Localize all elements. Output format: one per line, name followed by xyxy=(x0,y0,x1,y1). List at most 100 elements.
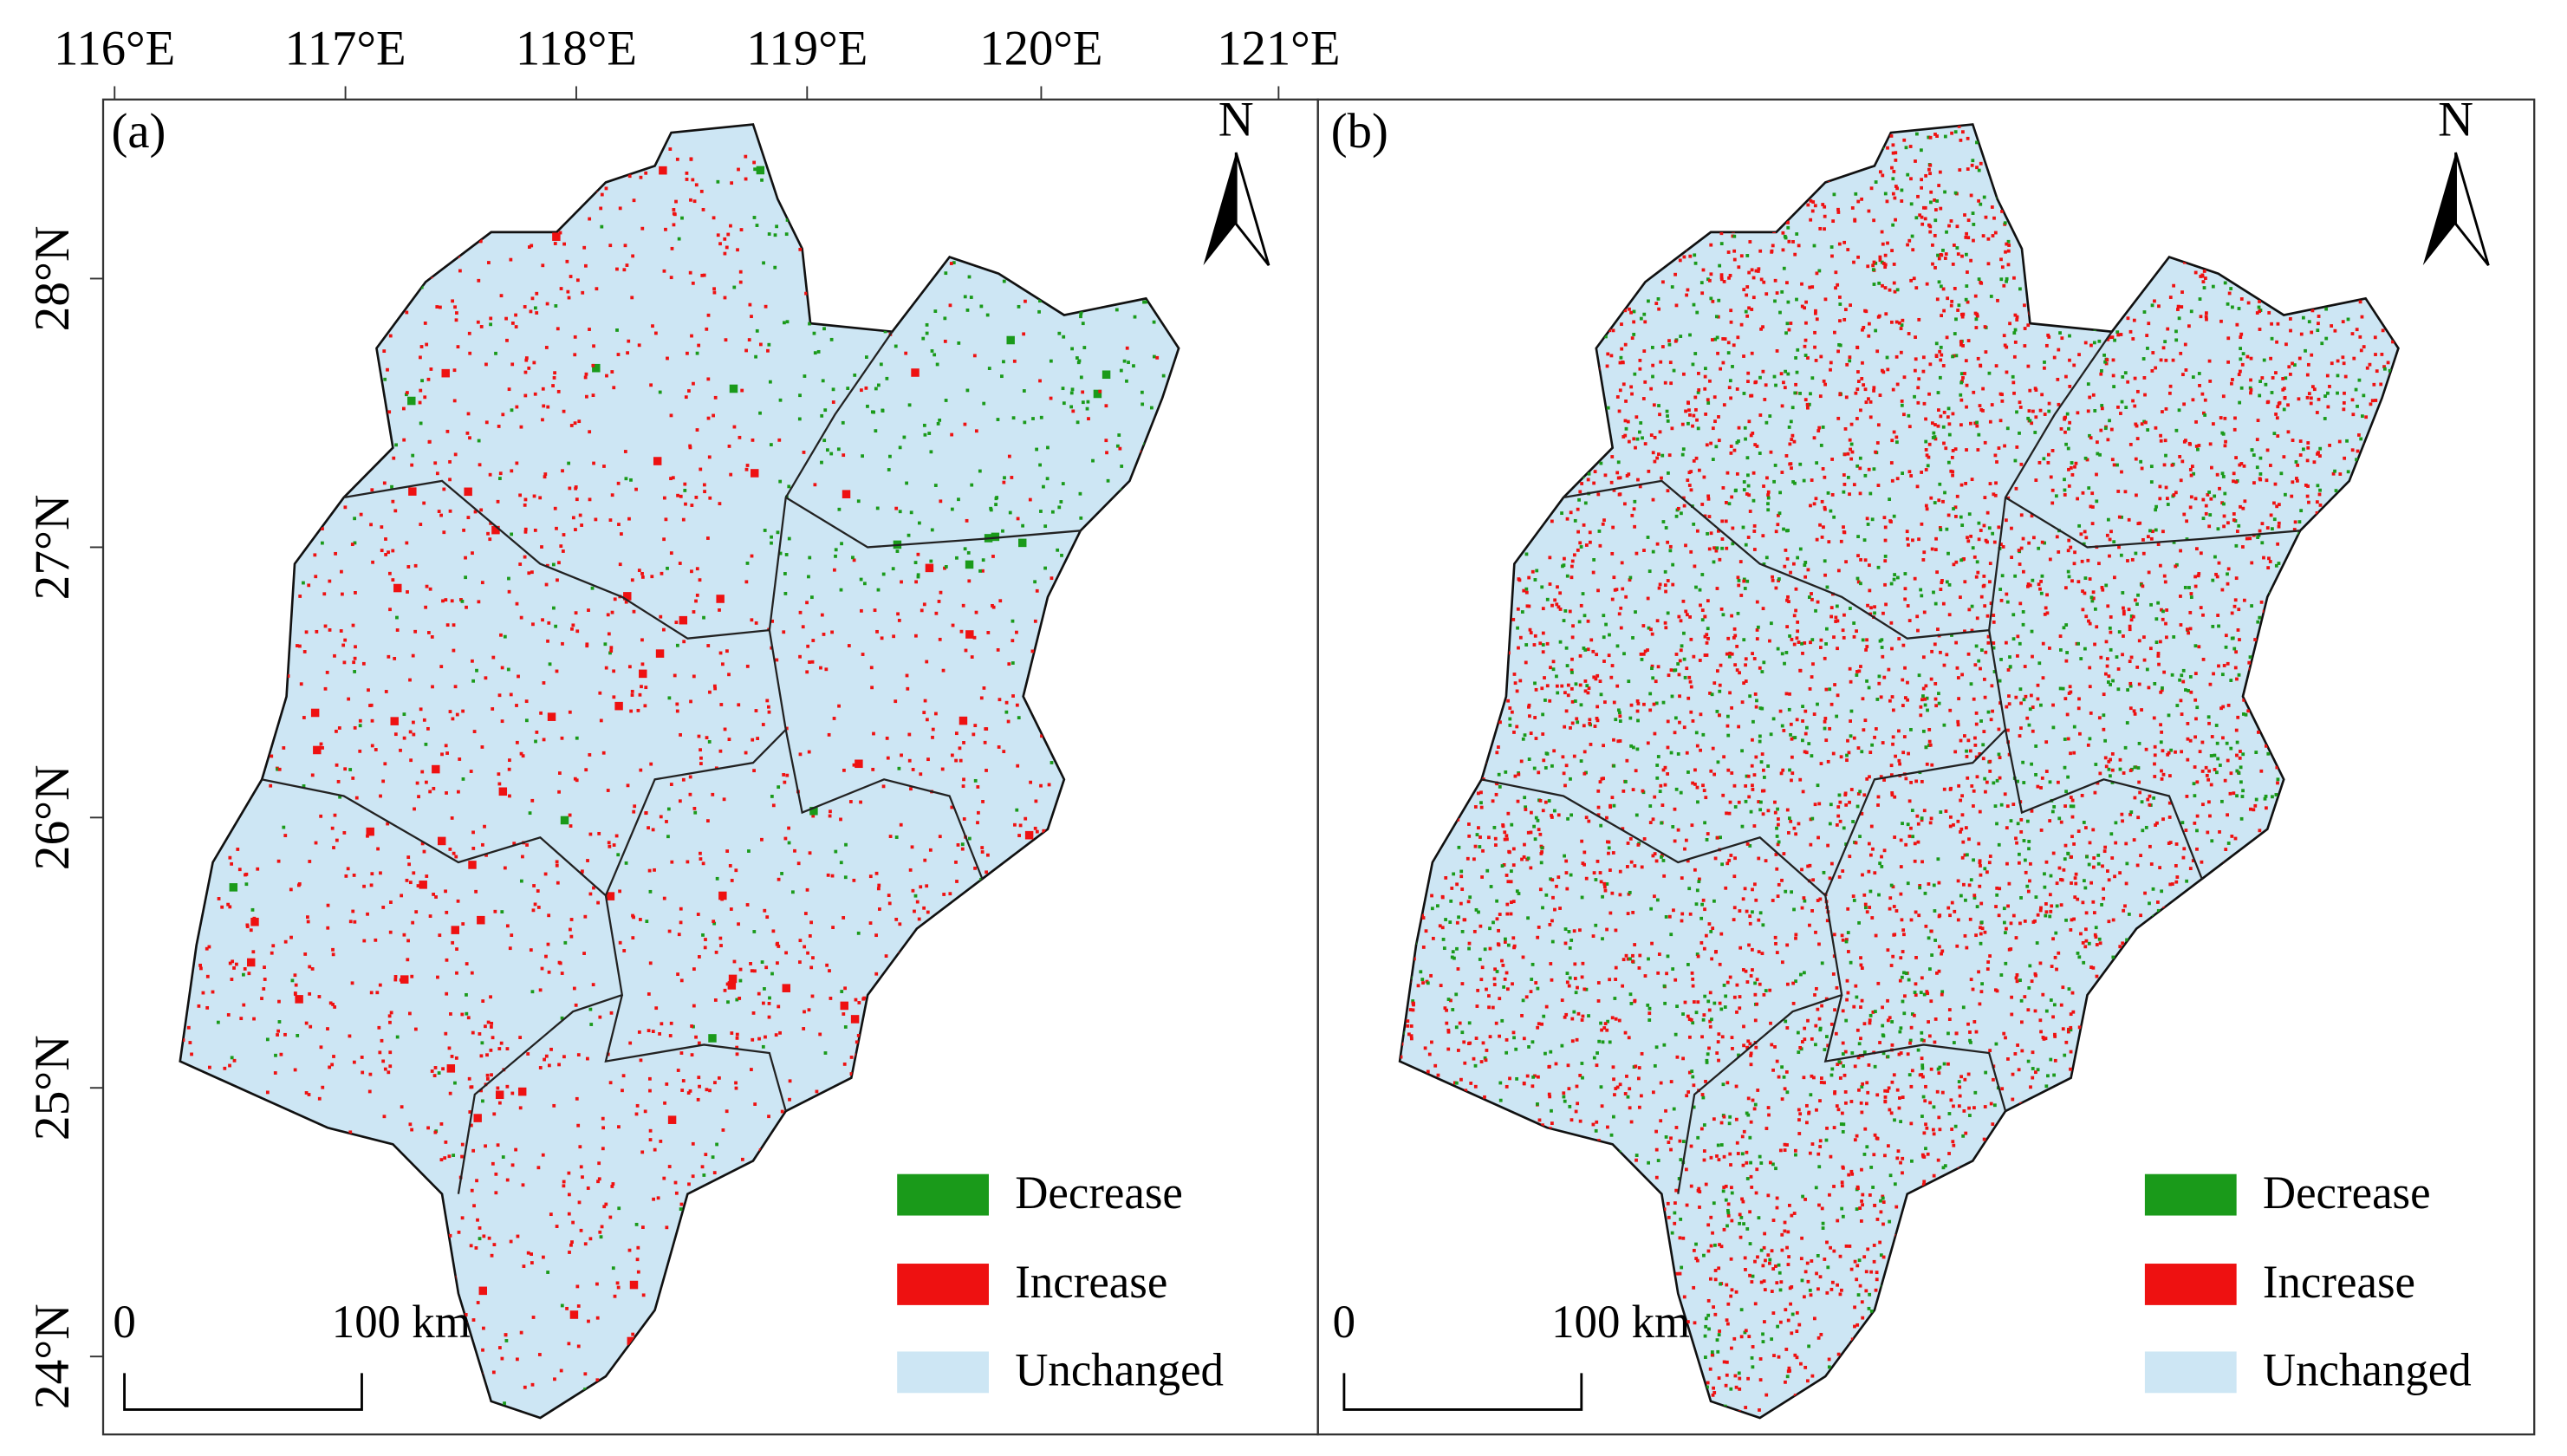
increase-pixel xyxy=(688,792,692,796)
increase-pixel xyxy=(1446,659,1451,663)
increase-pixel xyxy=(234,1241,238,1245)
increase-pixel xyxy=(219,1186,223,1190)
increase-pixel xyxy=(2234,576,2239,581)
decrease-pixel xyxy=(1004,710,1009,714)
increase-pixel xyxy=(230,1096,234,1101)
increase-pixel xyxy=(524,356,529,361)
increase-pixel xyxy=(2011,1381,2015,1385)
increase-pixel xyxy=(272,389,276,393)
increase-pixel xyxy=(1010,900,1014,904)
increase-pixel xyxy=(341,592,344,596)
increase-pixel xyxy=(530,296,535,301)
increase-pixel xyxy=(1118,446,1122,451)
increase-pixel xyxy=(718,749,723,753)
increase-pixel xyxy=(289,348,294,353)
increase-pixel xyxy=(205,322,209,327)
increase-pixel xyxy=(808,851,812,855)
increase-pixel xyxy=(1473,538,1478,543)
increase-pixel xyxy=(357,138,361,142)
increase-pixel xyxy=(1095,980,1100,985)
increase-pixel xyxy=(373,128,377,133)
decrease-pixel xyxy=(1075,225,1079,230)
increase-pixel xyxy=(660,1022,664,1026)
increase-pixel xyxy=(2101,588,2105,592)
increase-pixel xyxy=(1698,1206,1701,1209)
decrease-pixel xyxy=(502,144,506,147)
decrease-pixel xyxy=(1979,648,1984,653)
decrease-pixel xyxy=(551,562,556,567)
decrease-pixel xyxy=(1180,484,1184,487)
increase-pixel xyxy=(706,313,711,317)
increase-pixel xyxy=(228,1063,231,1068)
decrease-pixel xyxy=(1933,218,1938,223)
increase-pixel xyxy=(668,147,673,151)
increase-pixel xyxy=(911,768,915,771)
increase-pixel xyxy=(414,1177,419,1181)
increase-pixel xyxy=(586,1186,590,1190)
increase-pixel xyxy=(1144,865,1148,869)
increase-pixel xyxy=(1979,864,1982,868)
increase-pixel xyxy=(296,644,299,647)
increase-pixel xyxy=(179,848,184,852)
decrease-pixel xyxy=(1407,1359,1411,1363)
increase-pixel xyxy=(1000,1224,1004,1227)
increase-pixel xyxy=(1667,134,1671,139)
increase-pixel xyxy=(362,939,367,943)
increase-pixel xyxy=(579,1228,583,1232)
increase-pixel xyxy=(575,1284,580,1289)
increase-pixel xyxy=(613,597,617,601)
increase-pixel xyxy=(1437,324,1441,328)
increase-pixel xyxy=(591,393,595,398)
increase-pixel xyxy=(1800,304,1804,309)
increase-pixel xyxy=(1160,1041,1165,1045)
increase-pixel xyxy=(1738,671,1741,675)
increase-pixel xyxy=(1812,1076,1816,1080)
decrease-pixel xyxy=(1943,134,1947,139)
increase-pixel xyxy=(629,1280,639,1290)
increase-pixel xyxy=(1016,764,1020,768)
increase-pixel xyxy=(951,623,955,627)
increase-pixel xyxy=(1052,923,1056,927)
increase-pixel xyxy=(282,1251,285,1256)
increase-pixel xyxy=(433,1066,438,1069)
increase-pixel xyxy=(892,1178,896,1182)
increase-pixel xyxy=(457,1230,461,1234)
decrease-pixel xyxy=(856,499,861,504)
increase-pixel xyxy=(637,1030,641,1034)
increase-pixel xyxy=(256,751,260,755)
increase-pixel xyxy=(497,782,502,786)
increase-pixel xyxy=(937,1167,941,1171)
increase-pixel xyxy=(359,462,368,471)
decrease-pixel xyxy=(1606,406,1610,410)
increase-pixel xyxy=(2340,1334,2343,1338)
decrease-pixel xyxy=(2031,201,2034,205)
increase-pixel xyxy=(325,670,329,674)
increase-pixel xyxy=(1107,861,1111,866)
increase-pixel xyxy=(509,1239,513,1244)
increase-pixel xyxy=(2160,608,2163,612)
increase-pixel xyxy=(1006,1222,1011,1225)
increase-pixel xyxy=(777,877,781,881)
increase-pixel xyxy=(876,249,881,253)
decrease-pixel xyxy=(2337,572,2342,576)
increase-pixel xyxy=(361,1070,365,1075)
increase-pixel xyxy=(1488,303,1492,307)
increase-pixel xyxy=(991,555,995,558)
decrease-pixel xyxy=(671,1344,674,1349)
increase-pixel xyxy=(355,1378,360,1382)
increase-pixel xyxy=(1140,882,1144,886)
increase-pixel xyxy=(1582,1263,1587,1267)
increase-pixel xyxy=(751,1037,755,1042)
increase-pixel xyxy=(2037,1384,2042,1388)
decrease-pixel xyxy=(2153,987,2157,991)
increase-pixel xyxy=(235,962,238,966)
increase-pixel xyxy=(1159,1311,1163,1316)
increase-pixel xyxy=(604,186,608,191)
decrease-pixel xyxy=(1144,987,1148,991)
decrease-pixel xyxy=(563,940,568,945)
decrease-pixel xyxy=(1102,370,1111,380)
decrease-pixel xyxy=(1530,1040,1535,1044)
increase-pixel xyxy=(617,523,621,527)
decrease-pixel xyxy=(2399,180,2402,184)
decrease-pixel xyxy=(1117,280,1121,283)
